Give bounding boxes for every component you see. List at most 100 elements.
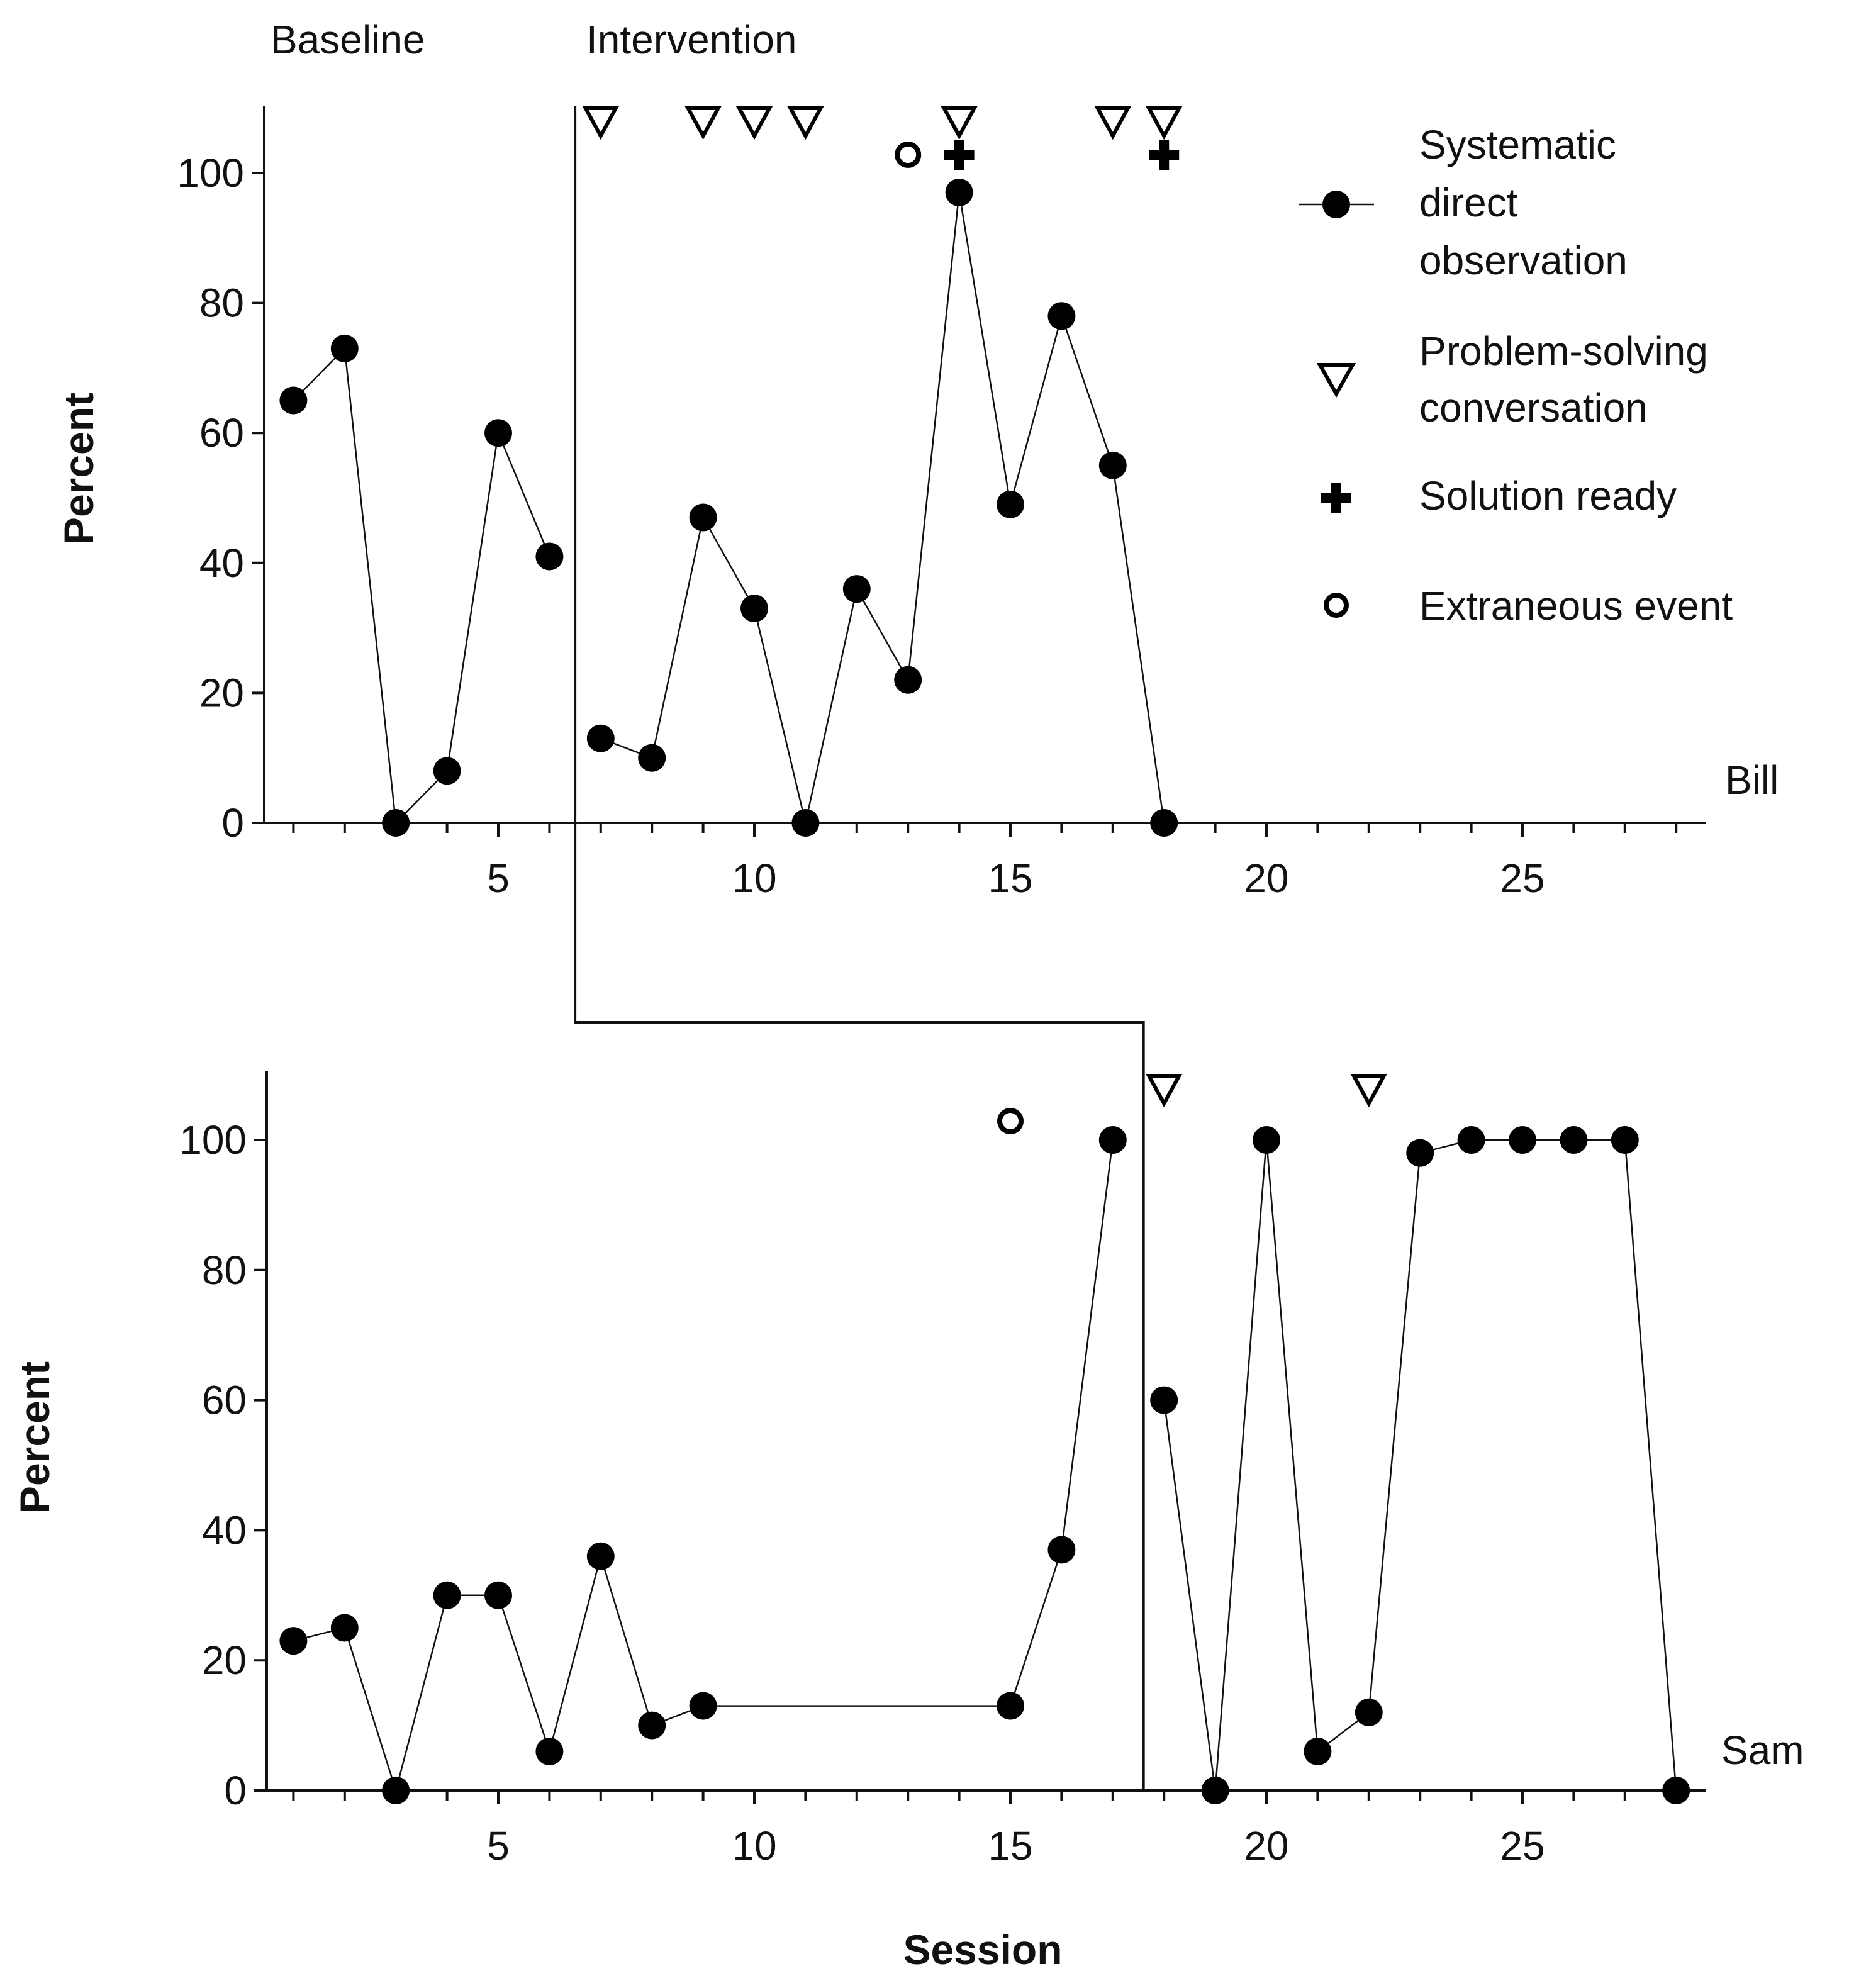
bill-problem-solving-marker: [684, 106, 722, 140]
bill-data-point: [484, 419, 512, 447]
legend-open-circle-icon: [1324, 593, 1349, 618]
sam-data-point: [279, 1627, 308, 1655]
sam-data-point: [1662, 1777, 1690, 1804]
bill-problem-solving-marker: [735, 106, 773, 140]
sam-data-point: [1150, 1386, 1178, 1414]
legend-label-psc-line2: conversation: [1419, 385, 1648, 430]
sam-data-point: [1304, 1737, 1332, 1765]
sam-data-point: [1047, 1536, 1076, 1564]
phase-change-line: [574, 106, 1145, 1790]
sam-x-tick-label: 5: [487, 1823, 510, 1868]
legend-label-psc-line1: Problem-solving: [1419, 328, 1708, 374]
sam-data-point: [997, 1692, 1024, 1720]
bill-y-tick-label: 100: [177, 150, 244, 196]
bill-x-tick-label: 10: [732, 856, 776, 901]
bill-y-tick-label: 20: [199, 670, 244, 715]
bill-solution-ready-marker: [1149, 140, 1180, 170]
bill-series-line: [293, 347, 550, 825]
sam-series-line: [293, 1139, 1114, 1794]
legend-triangle-icon: [1316, 363, 1356, 398]
intervention-phase-label: Intervention: [586, 17, 796, 62]
sam-data-point: [1355, 1698, 1383, 1726]
bill-data-point: [1098, 451, 1127, 479]
sam-data-point: [586, 1542, 615, 1570]
bill-data-point: [689, 503, 717, 532]
legend-label-solution-ready: Solution ready: [1419, 473, 1677, 518]
baseline-phase-label: Baseline: [271, 17, 425, 62]
bill-x-tick-label: 20: [1244, 856, 1288, 901]
bill-y-tick-label: 80: [199, 281, 244, 326]
bill-extraneous-event-marker: [895, 142, 922, 168]
legend-plus-icon: [1321, 483, 1351, 513]
bill-data-point: [791, 809, 820, 837]
sam-data-point: [330, 1614, 359, 1642]
sam-problem-solving-marker: [1350, 1074, 1387, 1108]
bill-data-point: [1047, 302, 1076, 330]
bill-data-point: [535, 542, 564, 571]
bill-problem-solving-marker: [941, 106, 978, 140]
bill-data-point: [740, 595, 768, 623]
sam-data-point: [689, 1692, 717, 1720]
bill-problem-solving-marker: [1146, 106, 1183, 140]
sam-y-tick-label: 80: [202, 1248, 247, 1293]
bill-data-point: [638, 744, 666, 772]
bill-data-point: [586, 724, 615, 752]
bill-problem-solving-marker: [1094, 106, 1131, 140]
sam-data-point: [1560, 1126, 1588, 1154]
sam-y-tick-label: 40: [202, 1507, 247, 1553]
sam-data-point: [1253, 1126, 1280, 1154]
legend: Systematic direct observation Problem-so…: [1299, 122, 1733, 628]
bill-y-tick-label: 40: [199, 540, 244, 586]
bill-data-point: [842, 575, 871, 603]
x-axis-title: Session: [903, 1926, 1062, 1973]
sam-x-tick-label: 10: [732, 1823, 776, 1868]
bill-problem-solving-marker: [787, 106, 824, 140]
sam-data-point: [1098, 1126, 1127, 1154]
sam-x-tick-label: 25: [1500, 1823, 1545, 1868]
sam-data-point: [638, 1711, 666, 1740]
bill-x-tick-label: 5: [487, 856, 510, 901]
sam-data-point: [1457, 1126, 1485, 1154]
sam-extraneous-event-marker: [997, 1108, 1024, 1134]
bill-data-point: [945, 178, 973, 206]
sam-y-tick-label: 60: [202, 1378, 247, 1423]
sam-data-point: [1201, 1777, 1229, 1804]
sam-problem-solving-marker: [1146, 1074, 1183, 1108]
sam-data-point: [484, 1581, 512, 1609]
legend-label-sdo-line1: Systematic: [1419, 122, 1616, 167]
sam-y-tick-label: 100: [179, 1117, 247, 1163]
sam-x-tick-label: 20: [1244, 1823, 1288, 1868]
bill-problem-solving-marker: [582, 106, 619, 140]
bill-data-point: [997, 490, 1024, 518]
sam-data-point: [1406, 1139, 1434, 1167]
bill-y-tick-label: 60: [199, 410, 244, 455]
legend-label-sdo-line3: observation: [1419, 238, 1628, 283]
sam-data-point: [1611, 1126, 1639, 1154]
bill-data-point: [433, 757, 461, 785]
sam-data-point: [382, 1777, 410, 1804]
bill-series-line: [600, 192, 1165, 824]
legend-filled-circle-icon: [1322, 191, 1350, 218]
sam-series-line: [1163, 1139, 1677, 1791]
bill-y-tick-label: 0: [221, 800, 244, 846]
sam-y-tick-label: 20: [202, 1638, 247, 1683]
top-y-axis-title: Percent: [55, 393, 102, 545]
bill-data-point: [382, 809, 410, 837]
plot-layer: 0 20 40 60 80 100 5 10 15 20 25 0 20 40 60 80 100 5 10 15 20…: [177, 106, 1706, 1868]
bill-x-tick-label: 25: [1500, 856, 1545, 901]
bill-data-point: [330, 334, 359, 362]
bottom-y-axis-title: Percent: [11, 1361, 58, 1514]
bill-data-point: [1150, 809, 1178, 837]
panel-name-sam: Sam: [1721, 1728, 1804, 1773]
bill-data-point: [894, 666, 922, 694]
sam-data-point: [1509, 1126, 1536, 1154]
bill-data-point: [279, 386, 308, 415]
bill-solution-ready-marker: [944, 140, 975, 170]
legend-label-sdo-line2: direct: [1419, 180, 1518, 225]
panel-name-bill: Bill: [1725, 757, 1779, 803]
legend-label-extraneous-event: Extraneous event: [1419, 583, 1733, 628]
sam-data-point: [535, 1737, 564, 1765]
bill-x-tick-label: 15: [988, 856, 1032, 901]
sam-y-tick-label: 0: [224, 1768, 247, 1813]
